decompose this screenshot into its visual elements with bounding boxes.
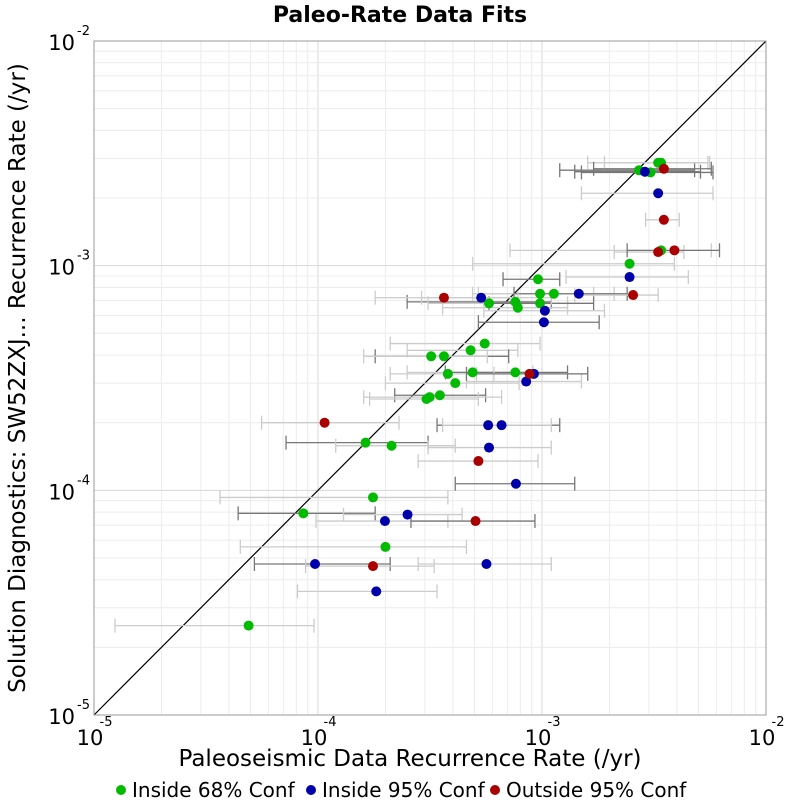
y-tick-exponent: -3 [77,249,90,264]
data-point [319,417,330,428]
data-point [367,561,378,572]
data-point [510,367,521,378]
data-point [512,302,523,313]
data-point [535,288,546,299]
data-point [438,292,449,303]
data-point [479,338,490,349]
legend-label: Inside 95% Conf [322,778,486,802]
data-point [496,420,507,431]
data-point [380,541,391,552]
x-tick-exponent: -3 [548,715,561,730]
y-axis-label: Solution Diagnostics: SW52ZXJ... Recurre… [5,63,31,693]
data-point [658,214,669,225]
data-point [379,516,390,527]
data-point [310,559,321,570]
data-point [465,345,476,356]
data-point [624,272,635,283]
data-point [371,586,382,597]
data-point [658,163,669,174]
error-bar-layer [114,155,721,633]
data-point [442,368,453,379]
data-point [367,492,378,503]
data-point [653,247,664,258]
data-point [639,166,650,177]
y-tick-label: 10 [48,31,75,55]
data-point [402,509,413,520]
data-point [470,516,481,527]
data-point [669,245,680,256]
data-point [421,393,432,404]
x-axis-label: Paleoseismic Data Recurrence Rate (/yr) [179,746,642,772]
reference-line-layer [93,40,767,716]
plot-frame [93,40,767,716]
legend-label: Outside 95% Conf [506,778,687,802]
grid [93,41,766,716]
x-tick-exponent: -2 [772,715,785,730]
data-point [476,292,487,303]
x-tick-label: 10 [301,726,328,750]
x-tick-exponent: -5 [100,715,113,730]
x-tick-exponent: -4 [324,715,337,730]
x-tick-label: 10 [525,726,552,750]
data-point [467,367,478,378]
y-tick-label: 10 [48,705,75,729]
data-point [473,456,484,467]
y-tick-exponent: -5 [77,698,90,713]
data-point [360,437,371,448]
data-point [438,351,449,362]
data-point [539,305,550,316]
reference-line-y-equals-x [93,40,767,716]
data-point [628,290,639,301]
legend-label: Inside 68% Conf [132,778,296,802]
data-point [484,442,495,453]
legend-marker [306,785,316,795]
y-tick-exponent: -4 [77,473,90,488]
data-point [243,620,254,631]
data-point [521,376,532,387]
legend-marker [116,785,126,795]
data-point [434,390,445,401]
data-point [298,508,309,519]
data-point [426,351,437,362]
x-tick-labels: 10-510-410-310-2 [77,715,785,750]
data-point [484,298,495,309]
x-tick-label: 10 [749,726,776,750]
y-tick-labels: 10-510-410-310-2 [48,24,90,729]
data-point [548,288,559,299]
data-point [535,298,546,309]
data-point [450,378,461,389]
data-point-layer [243,157,680,631]
y-tick-exponent: -2 [77,24,90,39]
data-point [624,258,635,269]
data-point [481,559,492,570]
data-point [386,440,397,451]
chart-title: Paleo-Rate Data Fits [273,3,527,28]
legend-marker [490,785,500,795]
data-point [483,420,494,431]
legend: Inside 68% Conf Inside 95% Conf Outside 95… [116,778,687,802]
y-tick-label: 10 [48,480,75,504]
data-point [533,274,544,285]
data-point [653,188,664,199]
y-tick-label: 10 [48,256,75,280]
data-point [538,317,549,328]
data-point [524,368,535,379]
data-point [510,478,521,489]
data-point [573,288,584,299]
x-tick-label: 10 [77,726,104,750]
